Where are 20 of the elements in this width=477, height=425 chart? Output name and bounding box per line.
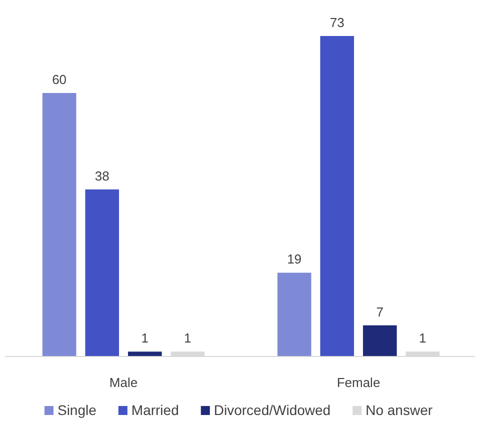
legend-label: Married <box>131 402 179 418</box>
data-label: 60 <box>52 72 67 87</box>
legend-label: Divorced/Widowed <box>214 402 331 418</box>
x-tick-label: Female <box>336 375 380 390</box>
x-tick-label: Male <box>109 375 138 390</box>
data-label: 1 <box>184 330 192 346</box>
legend-label: No answer <box>366 402 433 418</box>
bar <box>277 272 312 356</box>
bar <box>362 325 397 356</box>
bar <box>320 36 354 356</box>
bar <box>42 92 76 356</box>
data-label: 19 <box>287 252 302 267</box>
bar <box>128 352 162 356</box>
bar <box>85 189 120 356</box>
data-label: 7 <box>376 304 384 320</box>
data-label: 1 <box>141 330 149 346</box>
legend-label: Single <box>57 402 97 418</box>
data-label: 38 <box>94 168 110 184</box>
data-label: 1 <box>419 330 426 346</box>
data-label: 73 <box>330 15 344 30</box>
